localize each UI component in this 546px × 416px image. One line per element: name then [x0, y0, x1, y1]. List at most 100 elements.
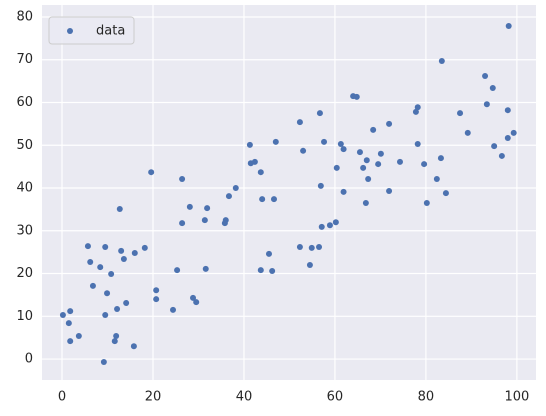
- point: [377, 150, 384, 157]
- y-tick-label: 30: [16, 223, 33, 238]
- point: [375, 161, 382, 168]
- point: [257, 267, 264, 274]
- point: [504, 134, 511, 141]
- point: [102, 244, 109, 251]
- point: [246, 141, 253, 148]
- x-tick-label: 40: [236, 390, 253, 405]
- point: [363, 157, 370, 164]
- point: [360, 164, 367, 171]
- point: [306, 261, 313, 268]
- point: [179, 220, 186, 227]
- point: [89, 282, 96, 289]
- point: [308, 244, 315, 251]
- point: [65, 320, 72, 327]
- point: [174, 267, 181, 274]
- point: [67, 308, 74, 315]
- plot-area: [42, 5, 536, 380]
- point: [396, 158, 403, 165]
- point: [337, 140, 344, 147]
- point: [153, 296, 160, 303]
- point: [356, 149, 363, 156]
- point: [120, 255, 127, 262]
- point: [97, 264, 104, 271]
- point: [321, 138, 328, 145]
- point: [296, 119, 303, 126]
- y-tick-label: 70: [16, 52, 33, 67]
- point: [123, 300, 130, 307]
- point: [225, 193, 232, 200]
- point: [491, 143, 498, 150]
- point: [414, 140, 421, 147]
- y-tick-label: 20: [16, 266, 33, 281]
- point: [108, 270, 115, 277]
- point: [326, 222, 333, 229]
- point: [269, 267, 276, 274]
- point: [498, 152, 505, 159]
- x-tick-label: 0: [58, 390, 66, 405]
- point: [296, 244, 303, 251]
- point: [442, 190, 449, 197]
- point: [113, 332, 120, 339]
- point: [104, 290, 111, 297]
- point: [270, 196, 277, 203]
- point: [251, 158, 258, 165]
- point: [179, 176, 186, 183]
- y-tick-label: 40: [16, 181, 33, 196]
- legend-marker: [67, 28, 73, 34]
- y-tick-label: 0: [25, 352, 33, 367]
- point: [362, 199, 369, 206]
- y-tick-label: 10: [16, 309, 33, 324]
- point: [118, 247, 125, 254]
- point: [483, 101, 490, 108]
- point: [186, 203, 193, 210]
- point: [340, 188, 347, 195]
- point: [438, 58, 445, 65]
- point: [87, 258, 94, 265]
- point: [59, 312, 66, 319]
- point: [272, 138, 279, 145]
- point: [84, 243, 91, 250]
- point: [204, 205, 211, 212]
- point: [130, 343, 137, 350]
- point: [340, 146, 347, 153]
- point: [222, 217, 229, 224]
- point: [414, 104, 421, 111]
- y-tick-label: 80: [16, 9, 33, 24]
- point: [421, 161, 428, 168]
- point: [114, 306, 121, 313]
- point: [370, 126, 377, 133]
- point: [153, 287, 160, 294]
- point: [202, 265, 209, 272]
- point: [116, 205, 123, 212]
- point: [489, 84, 496, 91]
- y-tick-label: 60: [16, 95, 33, 110]
- point: [190, 294, 197, 301]
- point: [193, 299, 200, 306]
- point: [201, 217, 208, 224]
- point: [386, 188, 393, 195]
- x-tick-label: 100: [504, 390, 529, 405]
- x-tick-label: 80: [418, 390, 435, 405]
- point: [232, 185, 239, 192]
- legend-label: data: [96, 24, 125, 39]
- point: [141, 244, 148, 251]
- point: [170, 306, 177, 313]
- point: [365, 176, 372, 183]
- point: [412, 108, 419, 115]
- point: [316, 110, 323, 117]
- point: [265, 250, 272, 257]
- point: [148, 169, 155, 176]
- point: [75, 332, 82, 339]
- point: [457, 110, 464, 117]
- x-tick-label: 20: [145, 390, 162, 405]
- point: [316, 244, 323, 251]
- point: [386, 120, 393, 127]
- legend-box: [48, 16, 135, 45]
- point: [464, 129, 471, 136]
- point: [257, 169, 264, 176]
- y-tick-label: 50: [16, 138, 33, 153]
- point: [67, 338, 74, 345]
- point: [300, 147, 307, 154]
- point: [332, 219, 339, 226]
